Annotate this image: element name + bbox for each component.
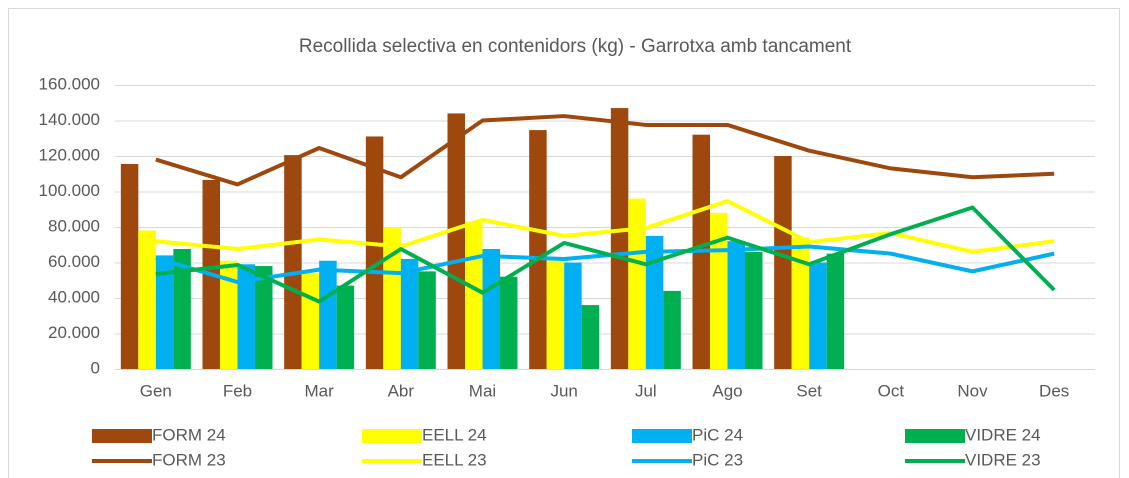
x-tick-label: Ago (712, 381, 742, 400)
bar (628, 198, 646, 369)
bar (710, 212, 728, 369)
bar (418, 271, 436, 369)
y-tick-label: 20.000 (48, 323, 100, 342)
bar (255, 266, 273, 369)
bar (237, 264, 255, 369)
y-tick-label: 40.000 (48, 287, 100, 306)
bar (581, 305, 600, 369)
bar (774, 156, 792, 369)
bar (365, 136, 384, 369)
bar (400, 258, 419, 369)
bar (383, 227, 401, 369)
bar (663, 290, 681, 369)
bar (500, 276, 518, 369)
legend-swatch (905, 429, 965, 443)
bar (120, 163, 139, 369)
legend-label: VIDRE 23 (965, 450, 1041, 469)
bar (319, 260, 337, 369)
y-tick-label: 160.000 (39, 74, 100, 93)
x-tick-label: Oct (878, 381, 905, 400)
bar (529, 130, 547, 369)
bar (564, 262, 582, 369)
line (155, 114, 1055, 187)
x-tick-label: Set (796, 381, 822, 400)
x-tick-label: Jun (550, 381, 577, 400)
y-tick-label: 80.000 (48, 216, 100, 235)
x-tick-label: Mai (469, 381, 496, 400)
bar (727, 241, 745, 369)
chart-border (8, 8, 1120, 478)
legend-label: VIDRE 24 (965, 425, 1041, 444)
legend-swatch (362, 429, 422, 443)
y-tick-label: 0 (91, 358, 100, 377)
line (155, 199, 1055, 254)
x-tick-label: Gen (140, 381, 172, 400)
legend-label: EELL 23 (422, 450, 487, 469)
legend-label: PiC 24 (692, 425, 743, 444)
y-tick-label: 120.000 (39, 145, 100, 164)
legend-swatch (92, 429, 152, 443)
bar (465, 221, 483, 369)
legend-label: FORM 23 (152, 450, 226, 469)
bar (173, 249, 191, 369)
bar (791, 237, 810, 369)
bar (220, 260, 238, 369)
x-tick-label: Des (1039, 381, 1069, 400)
bar (809, 262, 827, 369)
x-tick-label: Nov (957, 381, 988, 400)
bar (745, 251, 763, 369)
bar (155, 255, 174, 369)
y-tick-label: 100.000 (39, 181, 100, 200)
y-tick-label: 140.000 (39, 110, 100, 129)
y-tick-label: 60.000 (48, 252, 100, 271)
legend-label: EELL 24 (422, 425, 487, 444)
bar (447, 113, 465, 370)
bar (546, 260, 565, 369)
legend-label: PiC 23 (692, 450, 743, 469)
x-tick-label: Jul (635, 381, 657, 400)
legend-swatch (632, 429, 692, 443)
line (155, 205, 1056, 304)
legend-label: FORM 24 (152, 425, 226, 444)
bar (336, 285, 355, 369)
bar (301, 273, 320, 369)
bar (284, 155, 302, 369)
bar (138, 230, 156, 369)
bar (826, 253, 845, 369)
chart-title: Recollida selectiva en contenidors (kg) … (299, 36, 852, 57)
bar (482, 249, 500, 369)
bar (645, 235, 664, 369)
x-tick-label: Abr (388, 381, 415, 400)
x-tick-label: Mar (305, 381, 335, 400)
x-tick-label: Feb (223, 381, 252, 400)
bar (610, 108, 629, 369)
